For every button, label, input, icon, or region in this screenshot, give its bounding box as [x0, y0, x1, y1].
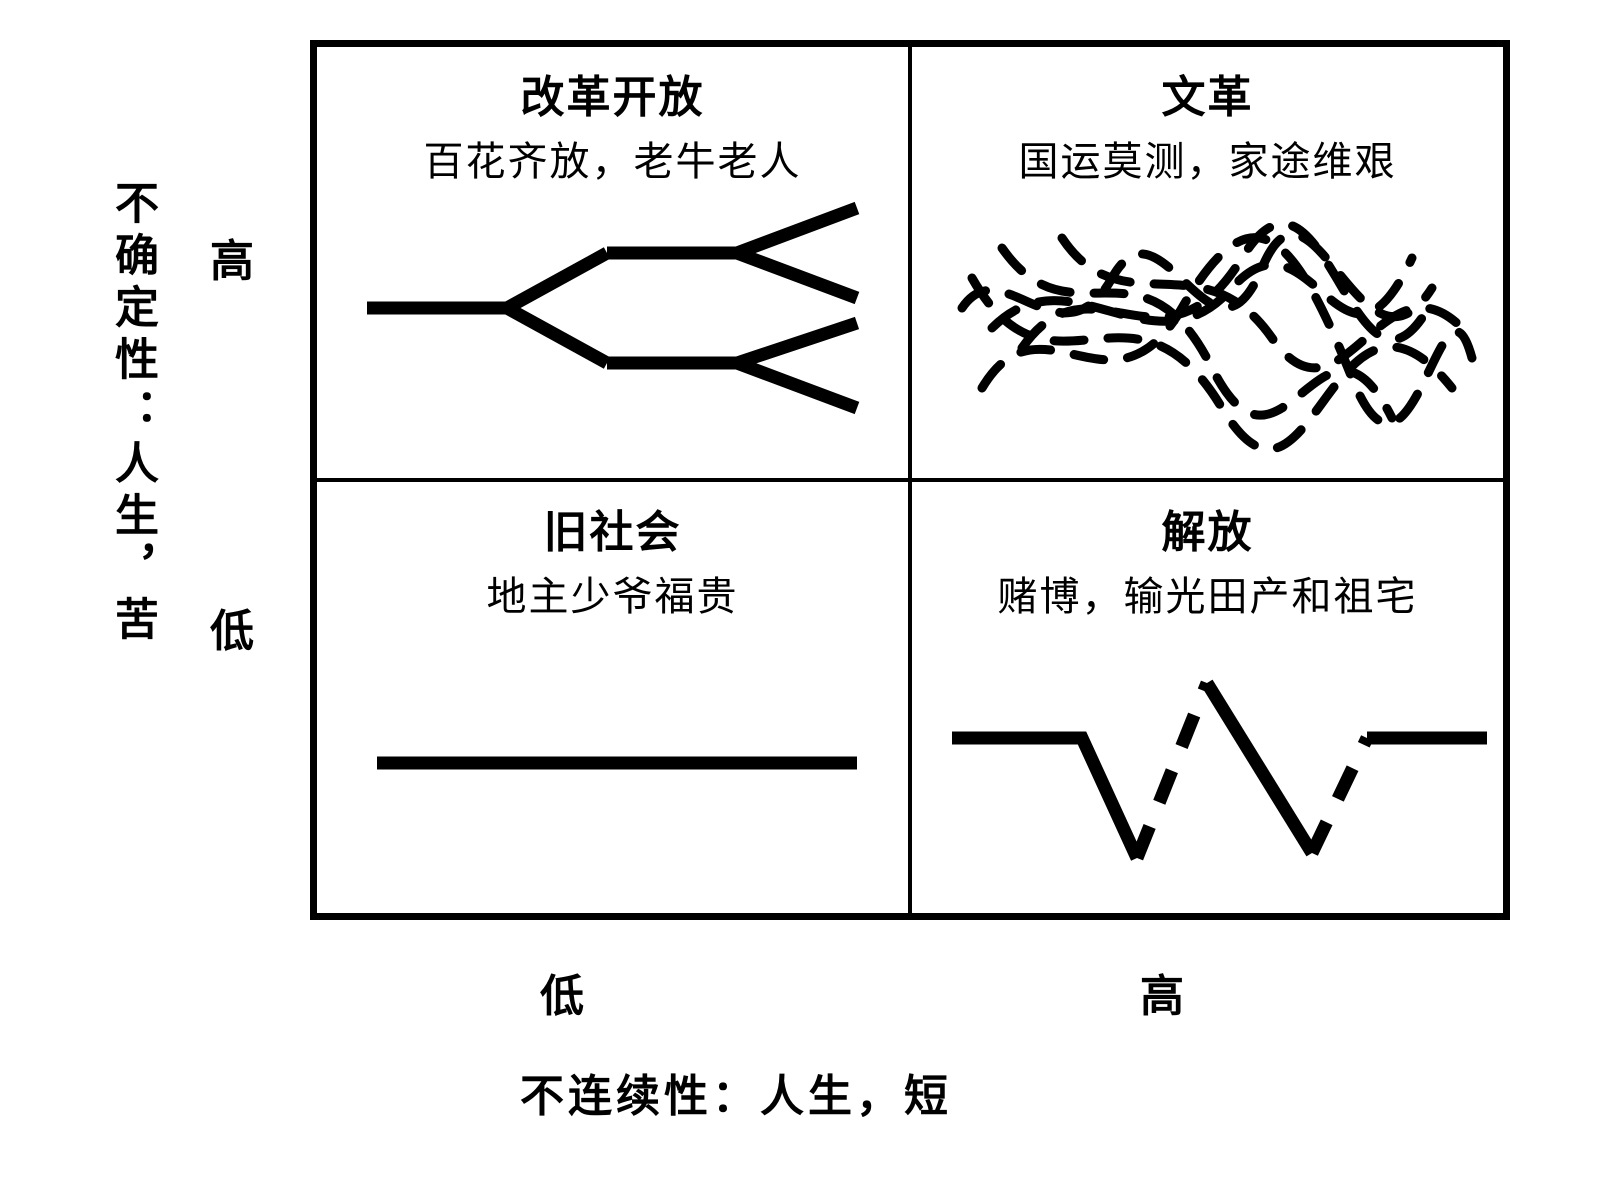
quadrant-subtitle: 赌博，输光田产和祖宅	[912, 564, 1503, 622]
quadrant-title: 文革	[912, 61, 1503, 125]
quadrant-title: 改革开放	[317, 61, 908, 125]
straight-line-icon	[317, 633, 910, 893]
broken-zigzag-icon	[912, 623, 1505, 903]
quadrant-bottom-right: 解放 赌博，输光田产和祖宅	[910, 480, 1505, 915]
quadrant-subtitle: 百花齐放，老牛老人	[317, 129, 908, 187]
quadrant-top-left: 改革开放 百花齐放，老牛老人	[315, 45, 910, 480]
quadrant-title: 旧社会	[317, 496, 908, 560]
quadrant-subtitle: 地主少爷福贵	[317, 564, 908, 622]
quadrant-title: 解放	[912, 496, 1503, 560]
diagram-container: 不确定性：人生，苦 高 低 改革开放 百花齐放，老牛老人	[100, 40, 1550, 1120]
x-tick-high: 高	[1140, 960, 1184, 1024]
y-tick-high: 高	[210, 225, 254, 289]
chaotic-scribble-icon	[912, 188, 1505, 468]
y-axis-label: 不确定性：人生，苦	[100, 180, 164, 780]
quadrant-grid: 改革开放 百花齐放，老牛老人	[310, 40, 1510, 920]
quadrant-bottom-left: 旧社会 地主少爷福贵	[315, 480, 910, 915]
x-tick-low: 低	[540, 960, 584, 1024]
y-tick-low: 低	[210, 595, 254, 659]
branching-tree-icon	[317, 188, 910, 468]
x-axis-label: 不连续性：人生，短	[520, 1060, 952, 1124]
quadrant-top-right: 文革 国运莫测，家途维艰	[910, 45, 1505, 480]
quadrant-subtitle: 国运莫测，家途维艰	[912, 129, 1503, 187]
